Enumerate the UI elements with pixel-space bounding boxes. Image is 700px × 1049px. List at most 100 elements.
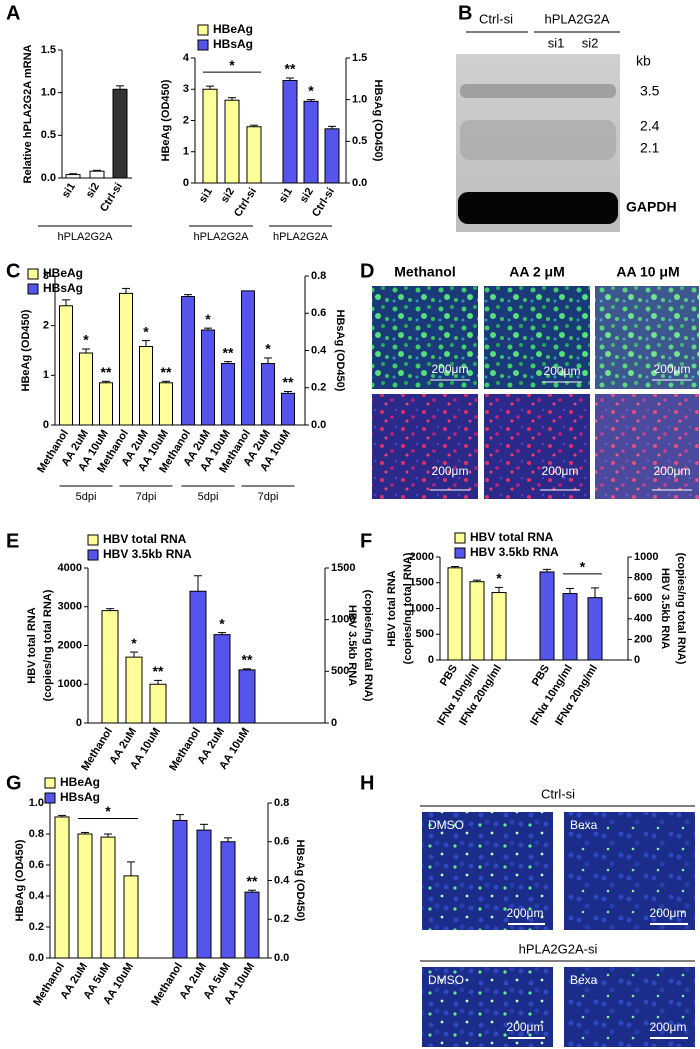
error-bar <box>130 651 138 658</box>
y2-tick-label: 1.0 <box>352 94 367 106</box>
x-tick-label: Ctrl-si <box>232 186 259 219</box>
y-tick-label: 1500 <box>410 577 434 589</box>
bar <box>447 567 463 661</box>
axis-label: HBeAg (OD450) <box>20 309 32 391</box>
error-bar <box>248 889 256 893</box>
y2-tick-label: 0.4 <box>274 874 290 886</box>
x-tick-label: si2 <box>219 186 237 205</box>
error-bar <box>81 831 89 834</box>
y2-tick-label: 0.0 <box>311 419 326 431</box>
y-tick-label: 3 <box>43 270 49 282</box>
axis-label: Relative hPLA2G2A mRNA <box>22 44 34 183</box>
error-bar <box>451 566 459 568</box>
micrograph <box>564 812 695 930</box>
y-tick-label: 2 <box>183 114 189 126</box>
error-bar <box>106 608 114 611</box>
bar <box>281 392 295 426</box>
micrograph <box>372 394 478 499</box>
blot-size: 2.4 <box>640 118 660 134</box>
y2-tick-label: 600 <box>634 592 652 604</box>
legend-swatch <box>27 283 39 295</box>
significance: * <box>219 615 225 631</box>
bracket-label: * <box>229 57 235 73</box>
bar <box>79 352 93 426</box>
bar <box>139 346 153 426</box>
bar <box>213 634 231 724</box>
y2-tick-label: 0.0 <box>274 952 289 964</box>
y-tick-label: 0.4 <box>29 890 45 902</box>
y-tick-label: 2 <box>43 320 49 332</box>
legend-label: HBV 3.5kb RNA <box>470 545 559 559</box>
error-bar <box>176 814 184 821</box>
axis-label: HBeAg (OD450) <box>14 839 26 921</box>
micrograph <box>422 967 553 1047</box>
error-bar <box>122 287 130 294</box>
treatment-label: DMSO <box>428 973 464 987</box>
significance: * <box>131 635 137 651</box>
error-bar <box>218 632 226 635</box>
bar <box>54 816 70 959</box>
y-tick-label: 2000 <box>410 551 434 563</box>
bar <box>201 329 215 426</box>
group-label: 7dpi <box>136 491 157 503</box>
axis-label: (copies/ng total RNA) <box>675 553 687 665</box>
bar <box>491 592 507 661</box>
axis-label: HBV 3.5kb RNA <box>659 568 671 649</box>
blot-header: hPLA2G2A <box>544 11 609 26</box>
bar <box>123 875 139 959</box>
blot: Ctrl-si hPLA2G2A si1 si2 kb 3.5 2.4 2.1 … <box>456 11 677 232</box>
blot-size: 2.1 <box>640 140 660 156</box>
bar <box>149 683 167 724</box>
legend-label: HBV 3.5kb RNA <box>103 547 192 561</box>
significance: * <box>265 341 271 357</box>
y-tick-label: 1 <box>43 369 49 381</box>
bar <box>100 836 116 959</box>
scale-label: 200μm <box>654 362 691 376</box>
axis-label: (copies/ng total RNA) <box>42 589 54 701</box>
y2-tick-label: 0.2 <box>274 913 289 925</box>
x-tick-label: Ctrl-si <box>310 186 337 219</box>
group-label: hPLA2G2A <box>57 231 113 243</box>
error-bar <box>62 299 70 306</box>
scale-label: 200μm <box>654 464 691 478</box>
legend-label: HBeAg <box>213 22 253 36</box>
bar <box>181 295 195 426</box>
y2-tick-label: 0.8 <box>274 797 289 809</box>
legend-label: HBV total RNA <box>103 532 187 546</box>
y-tick-label: 0.2 <box>29 921 44 933</box>
bar <box>159 382 173 426</box>
scale-label: 200μm <box>650 906 687 920</box>
blot-lane: si1 <box>548 35 565 50</box>
y2-tick-label: 1.5 <box>352 52 367 64</box>
bar <box>241 290 255 426</box>
error-bar <box>82 348 90 353</box>
error-bar <box>243 668 251 670</box>
legend-swatch <box>454 547 466 559</box>
bar <box>587 597 603 661</box>
y2-tick-label: 1000 <box>634 551 658 563</box>
group-label: 5dpi <box>76 491 97 503</box>
x-tick-label: Methanol <box>149 961 185 1008</box>
scale-label: 200μm <box>650 1020 687 1034</box>
y-tick-label: 0.0 <box>29 952 44 964</box>
significance: ** <box>153 663 164 679</box>
y-tick-label: 1000 <box>410 602 434 614</box>
error-bar <box>473 579 481 582</box>
group-label: 7dpi <box>258 491 279 503</box>
treatment-label: DMSO <box>428 818 464 832</box>
bar <box>261 363 275 426</box>
error-bar <box>127 861 135 876</box>
bar <box>119 292 133 426</box>
group-label: hPLA2G2A <box>193 231 249 243</box>
axis-label: HBV total RNA <box>26 607 38 683</box>
group-label: 5dpi <box>198 491 219 503</box>
x-tick-label: si1 <box>277 186 295 205</box>
x-tick-label: PBS <box>438 663 460 689</box>
bar <box>220 841 236 959</box>
blot-unit: kb <box>636 53 651 69</box>
scale-label: 200μm <box>544 364 581 378</box>
error-bar <box>224 361 232 364</box>
y-tick-label: 4 <box>183 52 190 64</box>
legend-label: HBsAg <box>43 281 83 295</box>
